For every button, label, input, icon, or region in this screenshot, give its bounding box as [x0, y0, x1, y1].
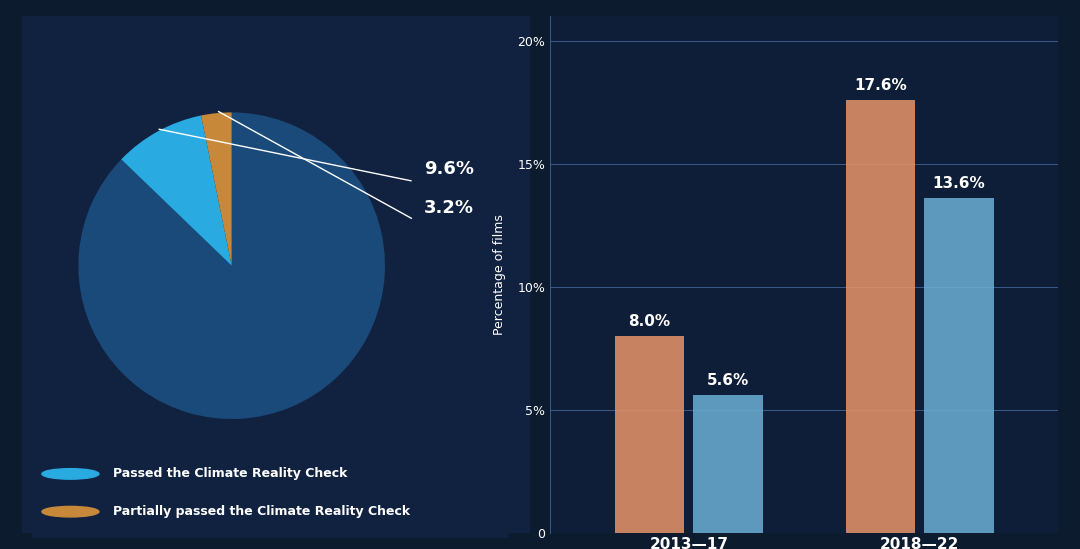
Circle shape	[42, 469, 99, 479]
Wedge shape	[201, 113, 232, 266]
Bar	[615, 336, 684, 533]
Text: 8.0%: 8.0%	[629, 313, 671, 328]
Y-axis label: Percentage of films: Percentage of films	[494, 214, 507, 335]
Bar	[846, 100, 915, 533]
Text: Partially passed the Climate Reality Check: Partially passed the Climate Reality Che…	[113, 505, 410, 518]
Text: 3.2%: 3.2%	[423, 199, 474, 217]
Bar	[924, 198, 994, 533]
Text: 5.6%: 5.6%	[707, 373, 750, 388]
Bar	[693, 395, 762, 533]
Text: Passed the Climate Reality Check: Passed the Climate Reality Check	[113, 467, 348, 480]
Text: 9.6%: 9.6%	[423, 160, 474, 178]
Wedge shape	[121, 115, 232, 266]
Text: 13.6%: 13.6%	[933, 176, 985, 191]
Wedge shape	[79, 113, 384, 419]
Text: 17.6%: 17.6%	[854, 77, 907, 93]
Circle shape	[42, 506, 99, 517]
